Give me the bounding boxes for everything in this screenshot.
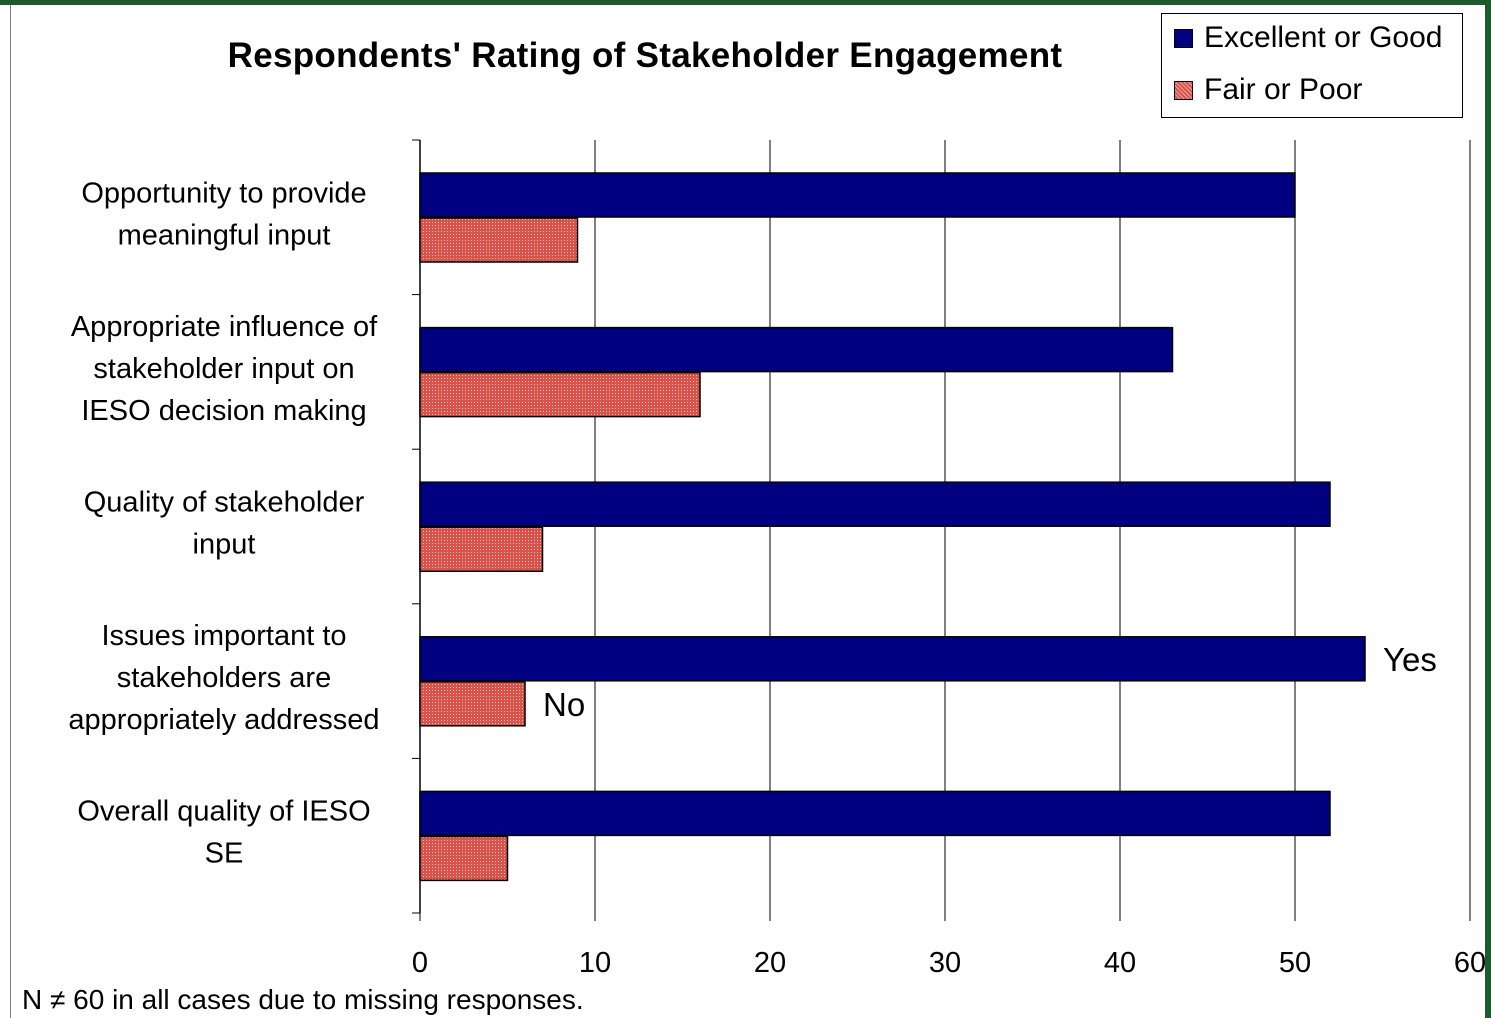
- bar-excellent-or-good: [419, 326, 1174, 373]
- category-label: Issues important to: [102, 620, 347, 652]
- x-tick-label: 50: [1279, 947, 1311, 979]
- category-label: Overall quality of IESO: [77, 796, 370, 828]
- x-tick-label: 10: [579, 947, 611, 979]
- top-border: [0, 0, 1491, 5]
- left-border: [10, 5, 11, 1018]
- category-label: Opportunity to provide: [81, 177, 366, 209]
- category-label: appropriately addressed: [68, 704, 379, 736]
- legend-item-excellent-or-good: Excellent or Good: [1174, 21, 1442, 55]
- bar-excellent-or-good: [419, 172, 1296, 218]
- bar-annotation: No: [543, 686, 585, 723]
- category-label: stakeholders are: [117, 662, 331, 694]
- category-label: meaningful input: [118, 219, 331, 251]
- legend-swatch-fair-or-poor: [1174, 80, 1193, 100]
- legend-label-fair-or-poor: Fair or Poor: [1204, 73, 1363, 106]
- bar-excellent-or-good: [419, 790, 1331, 837]
- chart-legend: Excellent or Good Fair or Poor: [1161, 13, 1463, 118]
- category-label: stakeholder input on: [93, 353, 354, 385]
- bar-annotation: Yes: [1383, 641, 1437, 678]
- legend-label-excellent-or-good: Excellent or Good: [1204, 21, 1443, 54]
- bar-fair-or-poor: [419, 835, 509, 882]
- x-tick-label: 60: [1454, 947, 1486, 979]
- bar-fair-or-poor: [419, 217, 579, 263]
- category-label: input: [193, 529, 256, 561]
- category-label: Quality of stakeholder: [84, 487, 365, 519]
- category-label: IESO decision making: [81, 395, 366, 427]
- category-label: Appropriate influence of: [71, 311, 378, 343]
- x-tick-label: 40: [1104, 947, 1136, 979]
- x-tick-label: 20: [754, 947, 786, 979]
- category-label: SE: [205, 838, 244, 870]
- bar-fair-or-poor: [419, 371, 701, 418]
- bar-fair-or-poor: [419, 526, 544, 572]
- bar-excellent-or-good: [419, 481, 1331, 527]
- bar-excellent-or-good: [419, 636, 1366, 682]
- legend-swatch-excellent-or-good: [1174, 28, 1193, 48]
- legend-item-fair-or-poor: Fair or Poor: [1174, 73, 1362, 107]
- x-tick-label: 0: [412, 947, 428, 979]
- chart-title: Respondents' Rating of Stakeholder Engag…: [227, 36, 1063, 75]
- x-tick-label: 30: [929, 947, 961, 979]
- right-border: [1485, 5, 1491, 1018]
- footnote: N ≠ 60 in all cases due to missing respo…: [22, 984, 584, 1015]
- bar-fair-or-poor: [419, 681, 526, 727]
